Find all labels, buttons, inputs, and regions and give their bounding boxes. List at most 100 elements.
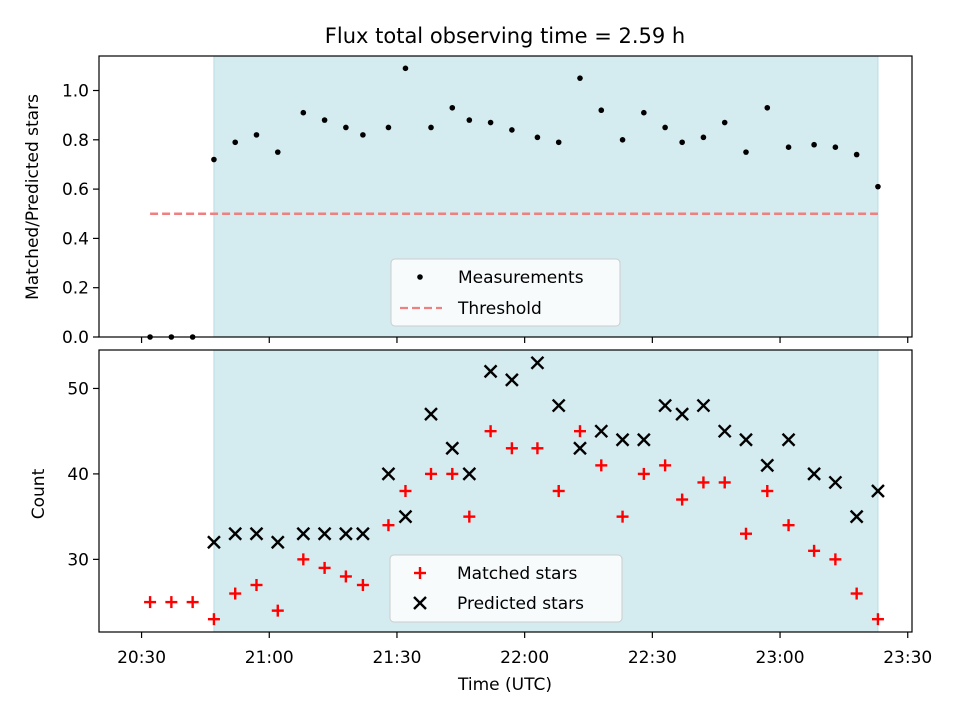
predicted-x-b bbox=[207, 535, 221, 550]
matched-star-point bbox=[186, 596, 199, 609]
top-y-tick-label: 0.0 bbox=[62, 328, 89, 348]
predicted-star-point bbox=[424, 407, 438, 421]
matched-star-point bbox=[356, 579, 369, 591]
top-y-tick-label: 0.4 bbox=[62, 229, 89, 249]
legend-measurements-label: Measurements bbox=[458, 268, 584, 288]
matched-star-point bbox=[531, 442, 544, 455]
measurement-point bbox=[509, 127, 515, 133]
predicted-star-point bbox=[445, 441, 460, 456]
matched-star-point bbox=[446, 467, 459, 480]
predicted-x-b bbox=[228, 526, 243, 541]
predicted-star-point bbox=[249, 526, 264, 541]
predicted-x-b bbox=[739, 432, 753, 447]
predicted-star-point bbox=[483, 364, 498, 379]
measurement-point bbox=[785, 144, 792, 151]
matched-star-point bbox=[207, 613, 220, 626]
measurement-point bbox=[619, 137, 626, 143]
predicted-star-point bbox=[573, 441, 587, 456]
matched-star-point bbox=[165, 596, 178, 609]
matched-star-point bbox=[616, 510, 629, 523]
predicted-x-b bbox=[636, 432, 651, 447]
measurement-point bbox=[721, 119, 728, 126]
predicted-star-point bbox=[849, 509, 864, 524]
x-axis-label: Time (UTC) bbox=[457, 675, 552, 695]
top-y-axis: 0.0 0.2 0.4 0.6 0.8 1.0 bbox=[62, 82, 99, 348]
matched-star-point bbox=[271, 604, 284, 617]
predicted-x-b bbox=[270, 535, 285, 550]
matched-star-point bbox=[463, 510, 476, 523]
matched-star-point bbox=[425, 467, 438, 480]
predicted-star-point bbox=[675, 407, 689, 421]
matched-star-point bbox=[250, 579, 263, 591]
measurement-point bbox=[343, 124, 349, 131]
matched-star-point bbox=[718, 476, 731, 489]
top-y-tick-label: 1.0 bbox=[62, 82, 89, 102]
predicted-star-point bbox=[760, 458, 775, 473]
legend-threshold-label: Threshold bbox=[457, 299, 542, 319]
measurement-point bbox=[764, 104, 771, 111]
measurement-point bbox=[487, 119, 494, 126]
measurement-point bbox=[360, 132, 366, 138]
predicted-x-b bbox=[505, 373, 519, 387]
matched-star-point bbox=[382, 519, 395, 532]
measurement-point bbox=[466, 117, 473, 123]
top-plot-frame bbox=[98, 55, 913, 338]
predicted-star-point bbox=[696, 398, 711, 413]
predicted-star-point bbox=[296, 526, 311, 541]
predicted-star-point bbox=[270, 535, 285, 550]
chart-title: Flux total observing time = 2.59 h bbox=[325, 24, 685, 48]
top-y-axis-label: Matched/Predicted stars bbox=[23, 94, 43, 300]
measurement-point bbox=[662, 124, 668, 131]
predicted-star-point bbox=[807, 467, 821, 481]
legend-matched-marker bbox=[414, 567, 426, 579]
predicted-star-point bbox=[207, 535, 221, 550]
predicted-star-point bbox=[739, 432, 753, 447]
predicted-star-point bbox=[615, 432, 630, 447]
bottom-y-tick-label: 50 bbox=[67, 379, 89, 399]
predicted-star-point bbox=[781, 432, 796, 447]
matched-star-point bbox=[595, 459, 608, 472]
predicted-star-point bbox=[636, 432, 651, 447]
predicted-x-b bbox=[483, 364, 498, 379]
measurement-point bbox=[449, 104, 456, 111]
predicted-star-point bbox=[317, 526, 332, 541]
matched-star-point bbox=[573, 425, 586, 438]
measurement-point bbox=[811, 141, 817, 148]
measurement-point bbox=[232, 139, 239, 146]
predicted-star-point bbox=[398, 509, 413, 524]
predicted-x-b bbox=[807, 467, 821, 481]
x-tick-label: 21:00 bbox=[245, 648, 294, 668]
matched-star-point bbox=[676, 493, 689, 506]
predicted-star-point bbox=[381, 467, 396, 481]
predicted-star-point bbox=[339, 526, 353, 541]
top-legend-box bbox=[390, 258, 621, 327]
predicted-x-b bbox=[849, 509, 864, 524]
measurement-point bbox=[875, 183, 881, 190]
predicted-star-point bbox=[505, 373, 519, 387]
predicted-x-b bbox=[296, 526, 311, 541]
legend-predicted-label: Predicted stars bbox=[457, 594, 584, 614]
predicted-star-point bbox=[871, 484, 885, 498]
x-tick-label: 20:30 bbox=[117, 648, 166, 668]
predicted-x-b bbox=[551, 398, 566, 413]
matched-star-point bbox=[297, 553, 310, 566]
matched-star-point bbox=[637, 467, 650, 480]
matched-star-point bbox=[739, 527, 752, 540]
predicted-x-b bbox=[445, 441, 460, 456]
predicted-star-point bbox=[658, 398, 672, 413]
predicted-star-point bbox=[356, 526, 370, 541]
matched-star-point bbox=[229, 587, 242, 600]
predicted-x-b bbox=[675, 407, 689, 421]
matched-star-point bbox=[399, 485, 412, 497]
predicted-x-b bbox=[871, 484, 885, 498]
measurement-point bbox=[577, 75, 583, 81]
measurement-point bbox=[274, 149, 281, 155]
bottom-x-axis: 20:30 21:00 21:30 22:00 22:30 23:00 23:30 bbox=[117, 632, 932, 668]
matched-star-point bbox=[318, 561, 331, 574]
predicted-star-point bbox=[828, 475, 843, 490]
top-marks bbox=[147, 65, 881, 340]
matched-star-point bbox=[339, 570, 352, 583]
legend-matched-label: Matched stars bbox=[457, 564, 577, 584]
predicted-star-point bbox=[228, 526, 243, 541]
